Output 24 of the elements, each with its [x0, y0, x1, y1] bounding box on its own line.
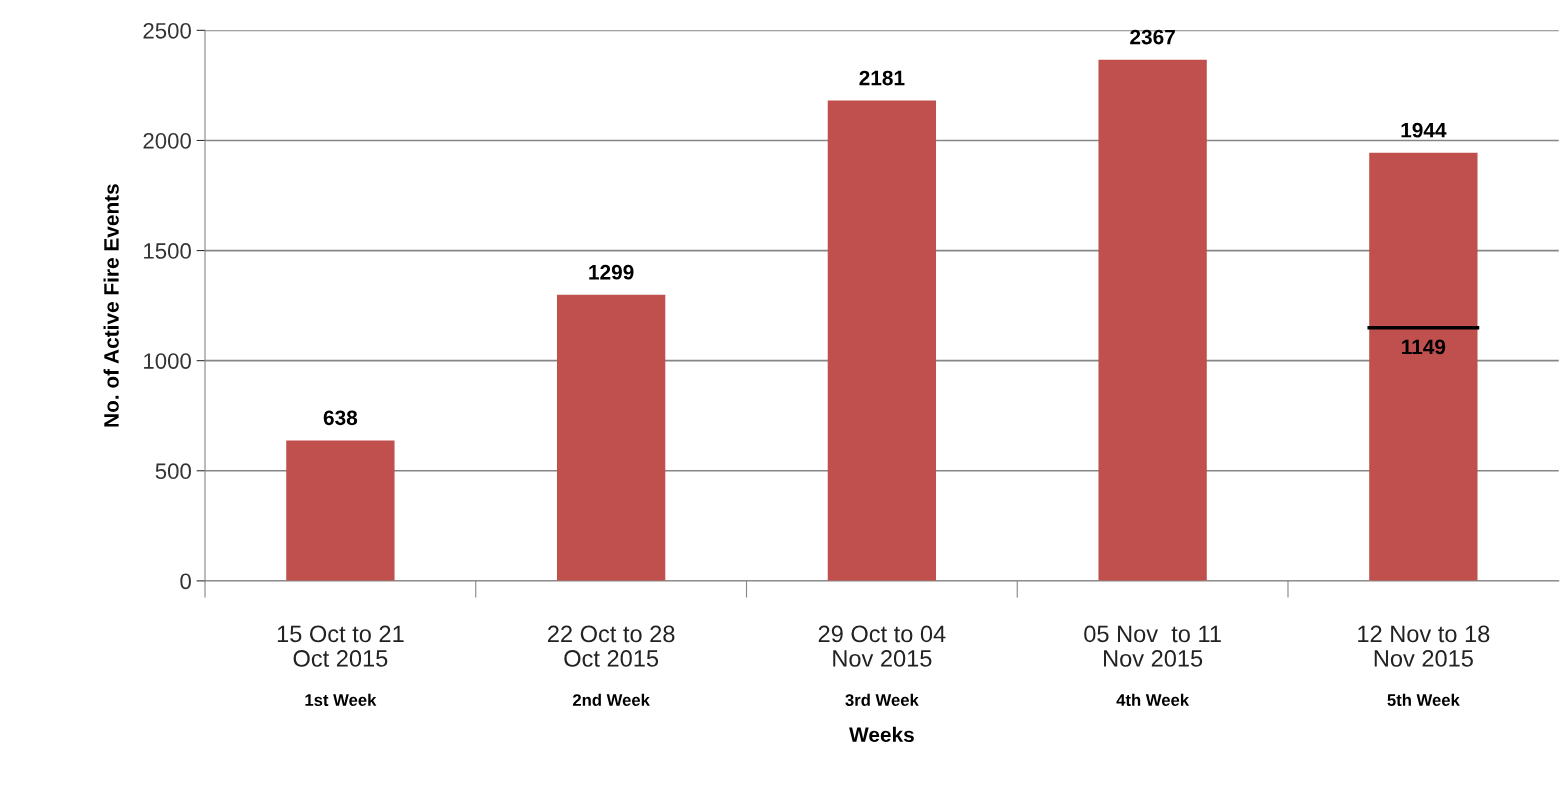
- y-tick-label: 2000: [143, 133, 191, 149]
- data-label: 638: [323, 410, 358, 426]
- y-tick-label: 1500: [144, 243, 191, 259]
- bar: [556, 294, 666, 581]
- ref-line-label: 1149: [1402, 339, 1446, 355]
- bar: [827, 100, 937, 581]
- x-tick-label: 12 Nov to 18 Nov 2015 5th Week: [1358, 625, 1490, 706]
- y-axis-title: No. of Active Fire Events: [103, 184, 119, 427]
- data-label: 2181: [859, 70, 905, 86]
- data-label: 1944: [1401, 122, 1447, 138]
- y-tick-label: 2500: [143, 22, 191, 39]
- y-tick-label: 1000: [144, 353, 191, 369]
- y-tick-label: 0: [180, 573, 191, 590]
- bar: [286, 440, 395, 581]
- x-tick-label: 22 Oct to 28 Oct 2015 2nd Week: [548, 625, 675, 706]
- x-tick-label: 29 Oct to 04 Nov 2015 3rd Week: [818, 625, 946, 706]
- y-tick-label: 500: [155, 463, 191, 480]
- x-tick-label: 15 Oct to 21 Oct 2015 1st Week: [277, 625, 404, 706]
- data-label: 2367: [1130, 29, 1175, 45]
- x-axis-title: Weeks: [849, 726, 914, 743]
- data-label: 1299: [589, 264, 634, 280]
- bar: [1098, 59, 1207, 581]
- bar: [1369, 152, 1478, 581]
- x-tick-label: 05 Nov to 11 Nov 2015 4th Week: [1084, 625, 1221, 706]
